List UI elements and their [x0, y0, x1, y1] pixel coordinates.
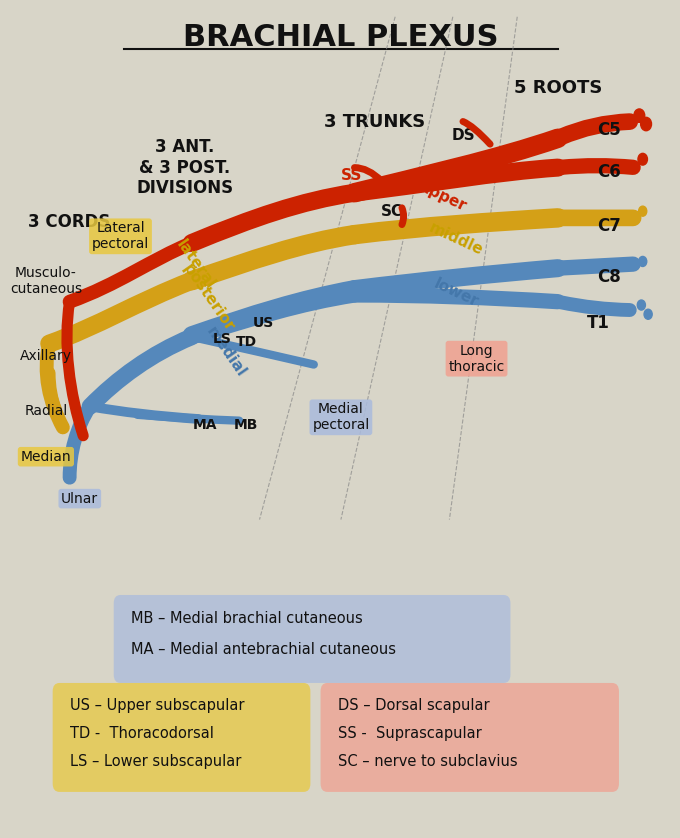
Text: C5: C5 — [597, 121, 621, 139]
Text: SS: SS — [341, 168, 362, 184]
Text: MA – Medial antebrachial cutaneous: MA – Medial antebrachial cutaneous — [131, 642, 396, 657]
FancyBboxPatch shape — [52, 683, 310, 792]
Text: US: US — [252, 316, 273, 329]
Text: 3 TRUNKS: 3 TRUNKS — [324, 112, 426, 131]
Text: SC – nerve to subclavius: SC – nerve to subclavius — [337, 753, 517, 768]
Circle shape — [639, 256, 647, 266]
Circle shape — [644, 309, 652, 319]
Circle shape — [641, 117, 651, 131]
Text: TD -  Thoracodorsal: TD - Thoracodorsal — [69, 726, 214, 741]
Text: C8: C8 — [597, 267, 621, 286]
Text: TD: TD — [235, 335, 256, 349]
Text: Medial
pectoral: Medial pectoral — [312, 402, 369, 432]
Text: T1: T1 — [587, 313, 610, 332]
Text: Median: Median — [20, 450, 71, 463]
Text: Ulnar: Ulnar — [61, 492, 99, 505]
Text: MB: MB — [234, 418, 258, 432]
Text: 3 ANT.
& 3 POST.
DIVISIONS: 3 ANT. & 3 POST. DIVISIONS — [137, 137, 233, 198]
Text: Musculo-
cutaneous: Musculo- cutaneous — [10, 266, 82, 296]
Text: DS – Dorsal scapular: DS – Dorsal scapular — [337, 698, 489, 713]
Text: upper: upper — [417, 179, 469, 215]
Text: medial: medial — [203, 324, 248, 380]
Circle shape — [639, 206, 647, 216]
Text: Long
thoracic: Long thoracic — [448, 344, 505, 374]
FancyBboxPatch shape — [114, 595, 511, 683]
Text: Axillary: Axillary — [20, 349, 72, 363]
Text: C6: C6 — [597, 163, 621, 181]
Circle shape — [637, 300, 645, 310]
Text: 3 CORDS: 3 CORDS — [29, 213, 111, 231]
Text: SS -  Suprascapular: SS - Suprascapular — [337, 726, 481, 741]
Text: middle: middle — [427, 220, 486, 258]
FancyBboxPatch shape — [320, 683, 619, 792]
Text: Radial: Radial — [24, 404, 67, 417]
Text: LS – Lower subscapular: LS – Lower subscapular — [69, 753, 241, 768]
Text: MB – Medial brachial cutaneous: MB – Medial brachial cutaneous — [131, 612, 362, 626]
Text: 5 ROOTS: 5 ROOTS — [513, 79, 602, 97]
Text: C7: C7 — [597, 217, 621, 235]
Text: US – Upper subscapular: US – Upper subscapular — [69, 698, 244, 713]
Text: Lateral
pectoral: Lateral pectoral — [92, 221, 149, 251]
Text: SC: SC — [381, 204, 403, 219]
Text: DS: DS — [451, 128, 475, 143]
Text: posterior: posterior — [180, 261, 237, 334]
Circle shape — [634, 109, 645, 122]
Text: MA: MA — [193, 418, 218, 432]
Text: BRACHIAL PLEXUS: BRACHIAL PLEXUS — [183, 23, 498, 52]
Text: LS: LS — [213, 333, 232, 346]
Text: lateral: lateral — [173, 236, 218, 292]
Text: lower: lower — [432, 277, 481, 310]
Circle shape — [638, 153, 647, 165]
